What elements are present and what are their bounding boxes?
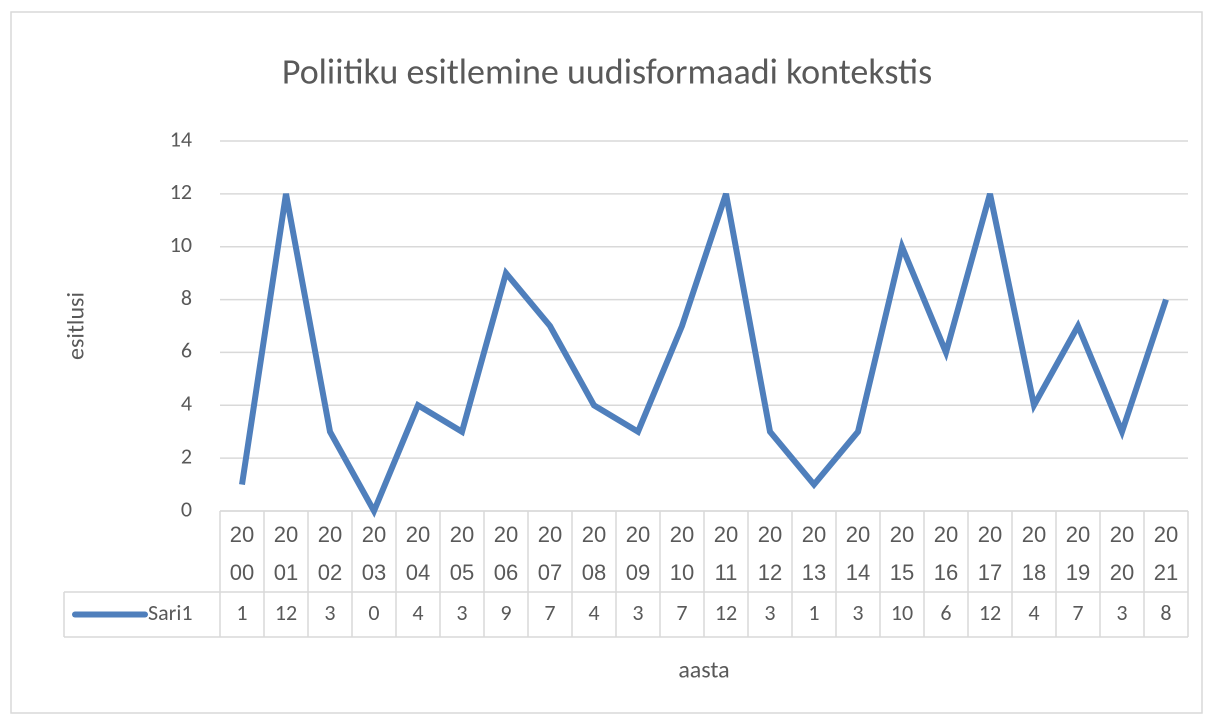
data-table-value: 12 <box>275 599 297 626</box>
y-tick-label: 10 <box>170 231 192 258</box>
data-table-value: 3 <box>1116 599 1127 626</box>
x-tick-label: 2020 <box>1109 522 1135 585</box>
data-table-value: 10 <box>891 599 913 626</box>
x-tick-label-box: 2012 <box>757 522 783 585</box>
x-tick-label: 2013 <box>801 522 827 585</box>
x-tick-label-box: 2018 <box>1021 522 1047 585</box>
x-tick-label-box: 2009 <box>625 522 651 585</box>
x-tick-label: 2015 <box>889 522 915 585</box>
data-table-value: 6 <box>940 599 951 626</box>
x-tick-label-box: 2000 <box>229 522 255 585</box>
x-tick-label: 2003 <box>361 522 387 585</box>
x-tick-label-box: 2001 <box>273 522 299 585</box>
legend-label: Sari1 <box>148 599 193 626</box>
y-axis-label: esitlusi <box>62 292 91 360</box>
x-tick-label-box: 2017 <box>977 522 1003 585</box>
data-table-value: 1 <box>808 599 819 626</box>
x-tick-label: 2011 <box>713 522 739 585</box>
data-table-value: 4 <box>588 599 599 626</box>
x-tick-label: 2005 <box>449 522 475 585</box>
y-tick-label: 2 <box>181 442 192 469</box>
x-tick-label-box: 2010 <box>669 522 695 585</box>
x-tick-label-box: 2016 <box>933 522 959 585</box>
data-table-value: 3 <box>852 599 863 626</box>
x-tick-label: 2009 <box>625 522 651 585</box>
x-tick-label: 2008 <box>581 522 607 585</box>
data-table-value: 7 <box>676 599 687 626</box>
x-tick-label: 2012 <box>757 522 783 585</box>
x-tick-label: 2014 <box>845 522 871 585</box>
x-tick-label-box: 2013 <box>801 522 827 585</box>
data-table-value: 0 <box>368 599 379 626</box>
data-table-value: 1 <box>236 599 247 626</box>
x-tick-label: 2016 <box>933 522 959 585</box>
x-tick-label-box: 2006 <box>493 522 519 585</box>
x-tick-label-box: 2008 <box>581 522 607 585</box>
y-tick-label: 4 <box>181 390 192 417</box>
x-tick-label: 2002 <box>317 522 343 585</box>
chart-title: Poliitiku esitlemine uudisformaadi konte… <box>282 50 932 94</box>
x-tick-label-box: 2004 <box>405 522 431 585</box>
x-tick-label: 2006 <box>493 522 519 585</box>
x-tick-label: 2021 <box>1153 522 1179 585</box>
x-tick-label-box: 2014 <box>845 522 871 585</box>
data-table-value: 3 <box>324 599 335 626</box>
data-table-value: 12 <box>715 599 737 626</box>
x-tick-label: 2017 <box>977 522 1003 585</box>
y-tick-label: 14 <box>170 125 192 152</box>
x-axis-label: aasta <box>678 656 729 685</box>
data-table-value: 12 <box>979 599 1001 626</box>
y-tick-label: 12 <box>170 178 192 205</box>
chart-border <box>10 11 1203 714</box>
x-tick-label-box: 2019 <box>1065 522 1091 585</box>
data-table-value: 8 <box>1160 599 1171 626</box>
line-series <box>239 192 1169 518</box>
x-tick-label: 2001 <box>273 522 299 585</box>
x-tick-label: 2004 <box>405 522 431 585</box>
x-tick-label-box: 2002 <box>317 522 343 585</box>
x-tick-label: 2007 <box>537 522 563 585</box>
y-tick-label: 0 <box>181 495 192 522</box>
data-table-value: 3 <box>456 599 467 626</box>
x-tick-label-box: 2020 <box>1109 522 1135 585</box>
data-table-value: 9 <box>500 599 511 626</box>
data-table-value: 4 <box>1028 599 1039 626</box>
x-tick-label-box: 2005 <box>449 522 475 585</box>
x-tick-label: 2000 <box>229 522 255 585</box>
data-table-value: 3 <box>764 599 775 626</box>
data-table-value: 3 <box>632 599 643 626</box>
data-table-value: 7 <box>1072 599 1083 626</box>
data-table-value: 7 <box>544 599 555 626</box>
x-tick-label-box: 2011 <box>713 522 739 585</box>
y-tick-label: 8 <box>181 284 192 311</box>
x-tick-label: 2010 <box>669 522 695 585</box>
x-tick-label: 2019 <box>1065 522 1091 585</box>
x-tick-label-box: 2015 <box>889 522 915 585</box>
data-table-value: 4 <box>412 599 423 626</box>
x-tick-label: 2018 <box>1021 522 1047 585</box>
x-tick-label-box: 2003 <box>361 522 387 585</box>
y-tick-label: 6 <box>181 337 192 364</box>
x-tick-label-box: 2007 <box>537 522 563 585</box>
x-tick-label-box: 2021 <box>1153 522 1179 585</box>
